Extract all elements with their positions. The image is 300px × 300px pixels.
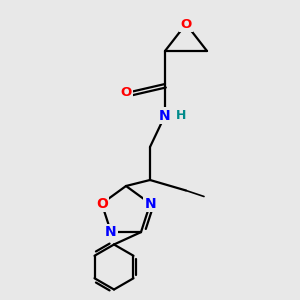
- Text: N: N: [144, 196, 156, 211]
- Text: N: N: [159, 109, 171, 122]
- Text: O: O: [96, 196, 108, 211]
- Text: H: H: [176, 109, 187, 122]
- Text: O: O: [120, 86, 132, 100]
- Text: N: N: [105, 225, 117, 239]
- Text: O: O: [180, 17, 192, 31]
